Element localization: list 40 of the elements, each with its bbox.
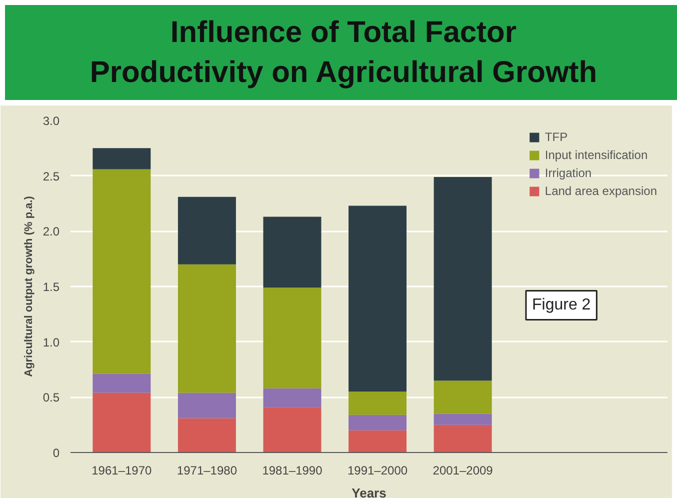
bar	[178, 392, 236, 418]
x-tick-label: 1961–1970	[92, 464, 152, 478]
bar	[348, 392, 407, 415]
y-axis-title: Agricultural output growth (% p.a.)	[22, 196, 35, 377]
bar	[92, 374, 151, 393]
y-tick-label: 1.5	[42, 280, 60, 294]
bar	[263, 388, 322, 408]
bar	[92, 392, 151, 452]
bar	[178, 196, 236, 264]
y-tick-label: 1.0	[42, 335, 60, 350]
chart-title: Influence of Total Factor Productivity on Agricultural Growth	[90, 15, 598, 91]
bar	[434, 380, 492, 414]
legend-label: Land area expansion	[544, 184, 657, 198]
y-tick-label: 3.0	[42, 114, 60, 128]
bar	[263, 216, 322, 288]
bar	[92, 148, 151, 170]
bar	[348, 414, 407, 430]
y-tick-label: 2.0	[42, 224, 60, 239]
legend-label: TFP	[544, 130, 568, 144]
x-tick-label: 1971–1980	[176, 464, 238, 478]
legend-label: Irrigation	[544, 166, 592, 180]
bar	[178, 418, 236, 452]
bar	[178, 264, 236, 393]
y-tick-label: 0.5	[42, 390, 60, 405]
y-tick-label: 0	[52, 446, 60, 460]
bar	[434, 424, 492, 452]
caption: Figure 2	[532, 296, 591, 314]
bar	[263, 288, 322, 388]
bar	[348, 430, 407, 452]
legend-label: Input intensification	[544, 148, 648, 162]
x-axis-title: Years	[352, 486, 386, 498]
bar	[348, 206, 407, 392]
x-tick-label: 1981–1990	[262, 464, 323, 478]
x-tick-label: 1991–2000	[347, 464, 408, 478]
x-tick-label: 2001–2009	[432, 464, 494, 478]
bar	[92, 169, 151, 374]
bar	[434, 414, 492, 425]
bar	[434, 176, 492, 381]
bar	[263, 407, 322, 452]
y-tick-label: 2.5	[42, 169, 60, 184]
